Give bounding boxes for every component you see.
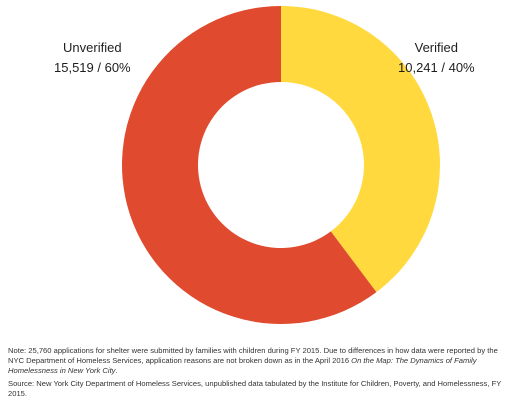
label-verified: Verified 10,241 / 40% — [398, 38, 475, 78]
label-unverified-name: Unverified — [63, 40, 122, 55]
label-unverified: Unverified 15,519 / 60% — [54, 38, 131, 78]
note-end: . — [115, 366, 118, 375]
label-verified-name: Verified — [414, 40, 458, 55]
label-unverified-value: 15,519 / 60% — [54, 60, 131, 75]
slice-verified — [281, 6, 440, 293]
slice-unverified — [121, 6, 377, 324]
note-text: Note: 25,760 applications for shelter we… — [8, 346, 498, 365]
donut-chart — [121, 6, 440, 324]
source-text: Source: New York City Department of Home… — [8, 379, 502, 398]
note-italic-title: On the Map: The Dynamics of Family Homel… — [8, 356, 477, 375]
donut-slices — [121, 6, 440, 324]
label-verified-value: 10,241 / 40% — [398, 60, 475, 75]
chart-notes: Note: 25,760 applications for shelter we… — [8, 346, 504, 402]
note-paragraph: Note: 25,760 applications for shelter we… — [8, 346, 504, 376]
